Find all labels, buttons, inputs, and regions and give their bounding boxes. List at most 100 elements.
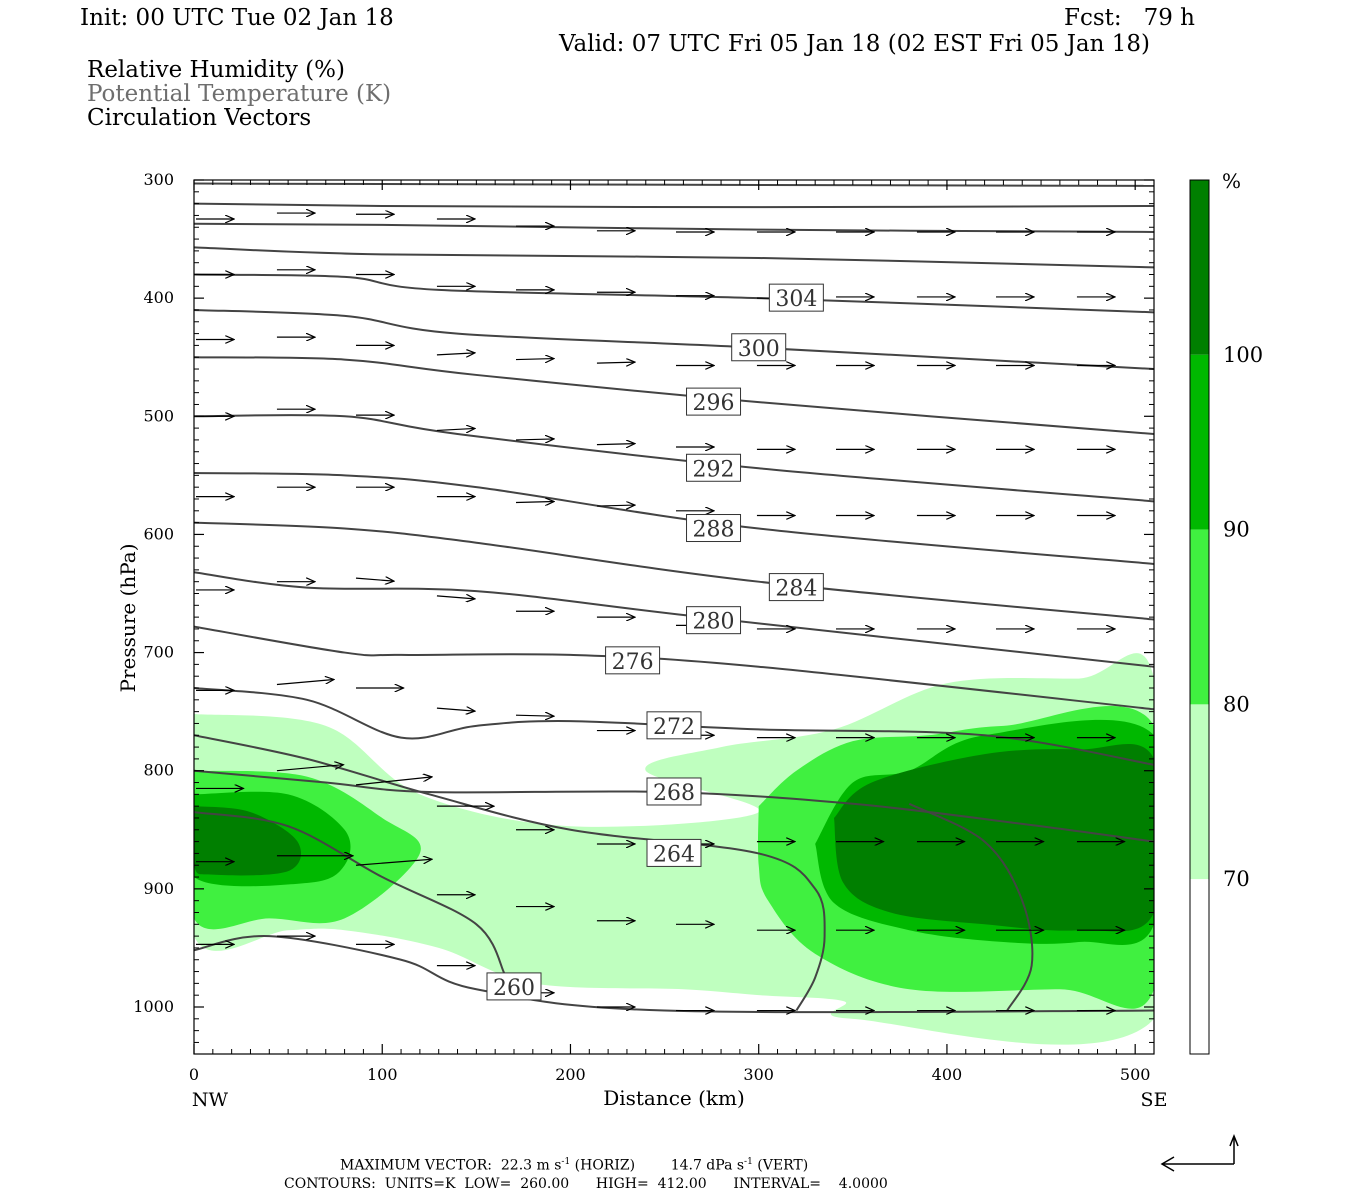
circulation-vector xyxy=(515,359,554,360)
theta-label: 284 xyxy=(775,577,817,602)
colorbar-unit: % xyxy=(1222,169,1241,193)
circulation-vector xyxy=(515,439,554,440)
circulation-vector xyxy=(436,596,475,599)
circulation-vector xyxy=(515,502,554,503)
valid-time: Valid: 07 UTC Fri 05 Jan 18 (02 EST Fri … xyxy=(559,31,1150,57)
theta-contour xyxy=(194,308,1154,371)
theta-label-box xyxy=(646,711,702,740)
theta-label: 264 xyxy=(653,842,695,867)
theta-contour xyxy=(194,202,1154,209)
x-tick-label: 400 xyxy=(932,1065,963,1084)
theta-label-box xyxy=(768,573,824,602)
init-time: Init: 00 UTC Tue 02 Jan 18 xyxy=(80,5,394,31)
theta-label-layer: 304 300 296 292 288 284 280 276 272 268 264 260 xyxy=(486,283,824,1001)
colorbar-segment xyxy=(1190,180,1209,355)
circulation-vector xyxy=(436,353,475,355)
x-tick-label: 300 xyxy=(743,1065,774,1084)
circulation-vector xyxy=(515,715,554,716)
axis-layer: 300 400 500 600 700 800 900 1000 0 100 200 300 400 50… xyxy=(133,170,1167,1111)
theta-label: 296 xyxy=(693,391,735,416)
legend-theta: Potential Temperature (K) xyxy=(87,81,392,107)
circulation-vector xyxy=(596,362,635,363)
legend-vectors: Circulation Vectors xyxy=(87,105,312,131)
colorbar-segment xyxy=(1190,354,1209,530)
colorbar-segment xyxy=(1190,879,1209,1054)
theta-label: 260 xyxy=(493,976,535,1001)
forecast-hour: Fcst: 79 h xyxy=(1064,5,1195,31)
theta-contour xyxy=(194,222,1154,233)
x-tick-label: 200 xyxy=(555,1065,586,1084)
x-end-label-se: SE xyxy=(1141,1089,1168,1111)
max-vector-horiz-prefix: MAXIMUM VECTOR: 22.3 m s xyxy=(340,1157,562,1174)
circulation-vector xyxy=(436,708,475,711)
theta-contour-layer xyxy=(194,182,1154,1014)
theta-label: 300 xyxy=(738,337,780,362)
theta-contour xyxy=(194,571,1154,668)
theta-label-box xyxy=(686,606,742,635)
colorbar-level-label: 100 xyxy=(1223,343,1263,367)
theta-label: 292 xyxy=(693,457,735,482)
reference-vector-icon xyxy=(1160,1133,1239,1172)
y-tick-label: 800 xyxy=(143,761,174,780)
theta-contour xyxy=(194,811,506,975)
theta-contour xyxy=(194,273,1154,314)
contours-text: CONTOURS: UNITS=K LOW= 260.00 HIGH= 412.… xyxy=(284,1176,888,1192)
y-tick-label: 700 xyxy=(143,643,174,662)
theta-label-box xyxy=(686,453,742,482)
circulation-vector xyxy=(276,765,344,772)
theta-label-box xyxy=(686,514,742,543)
theta-contour xyxy=(194,356,1154,436)
y-tick-label: 1000 xyxy=(133,997,174,1016)
theta-contour xyxy=(908,802,1034,1012)
theta-label-box xyxy=(646,838,702,867)
circulation-vector xyxy=(355,859,432,866)
rh-region-100 xyxy=(834,744,1154,932)
circulation-vector xyxy=(436,428,475,430)
colorbar: % 100 90 80 70 xyxy=(1189,169,1263,1055)
theta-label-box xyxy=(768,283,824,312)
max-vector-horiz-label: (HORIZ) xyxy=(574,1157,636,1174)
max-vector-text: MAXIMUM VECTOR: 22.3 m s-1 (HORIZ) 14.7 … xyxy=(340,1157,808,1174)
theta-label-box xyxy=(486,972,542,1001)
circulation-vector-layer xyxy=(196,213,1124,1010)
theta-label-box xyxy=(731,333,787,362)
circulation-vector xyxy=(355,578,394,581)
max-vector-vert-prefix: 14.7 dPa s xyxy=(670,1157,745,1174)
theta-label: 280 xyxy=(693,610,735,635)
theta-contour xyxy=(194,625,1154,711)
max-vector-vert-label: (VERT) xyxy=(757,1157,809,1174)
y-tick-label: 400 xyxy=(143,288,174,307)
y-tick-label: 300 xyxy=(143,170,174,189)
theta-label: 288 xyxy=(693,518,735,543)
circulation-vector xyxy=(276,679,334,686)
circulation-vector xyxy=(355,777,432,786)
x-tick-label: 0 xyxy=(189,1065,199,1084)
rh-region-100 xyxy=(194,806,302,876)
theta-contour xyxy=(194,935,1154,1014)
theta-contour xyxy=(194,521,1154,621)
theta-label-box xyxy=(646,777,702,806)
theta-contour xyxy=(194,413,1154,503)
circulation-vector xyxy=(596,444,635,445)
x-tick-label: 100 xyxy=(367,1065,398,1084)
theta-label: 272 xyxy=(653,715,695,740)
y-axis-label: Pressure (hPa) xyxy=(116,544,140,693)
exponent-2: -1 xyxy=(744,1157,753,1167)
theta-contour xyxy=(194,471,1154,565)
exponent-1: -1 xyxy=(561,1157,571,1167)
theta-label-box xyxy=(686,387,742,416)
legend-rh: Relative Humidity (%) xyxy=(87,57,345,83)
colorbar-level-label: 90 xyxy=(1223,518,1250,542)
x-end-label-nw: NW xyxy=(192,1089,229,1111)
colorbar-segment xyxy=(1190,529,1209,705)
x-tick-label: 500 xyxy=(1120,1065,1151,1084)
y-tick-label: 500 xyxy=(143,406,174,425)
x-axis-label: Distance (km) xyxy=(603,1086,745,1110)
colorbar-segment xyxy=(1190,704,1209,880)
theta-contour xyxy=(194,246,1154,269)
theta-label-box xyxy=(605,646,661,675)
y-tick-label: 900 xyxy=(143,879,174,898)
colorbar-frame xyxy=(1189,179,1210,1055)
theta-contour xyxy=(194,182,1154,187)
